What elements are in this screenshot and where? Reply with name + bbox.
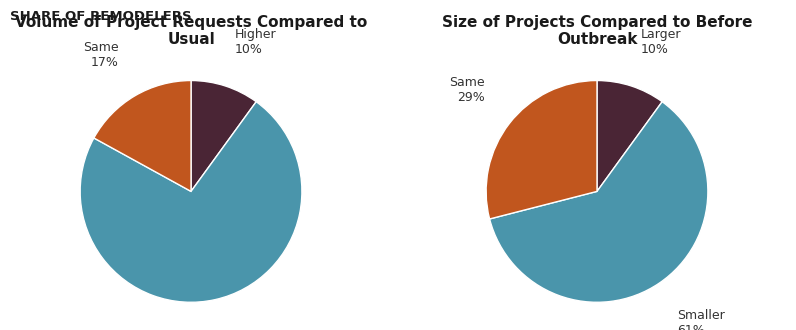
Wedge shape xyxy=(94,81,191,191)
Title: Size of Projects Compared to Before
Outbreak: Size of Projects Compared to Before Outb… xyxy=(442,15,752,48)
Wedge shape xyxy=(191,81,256,191)
Wedge shape xyxy=(490,102,708,302)
Wedge shape xyxy=(80,102,302,302)
Text: Same
17%: Same 17% xyxy=(83,41,119,69)
Wedge shape xyxy=(597,81,662,191)
Wedge shape xyxy=(486,81,597,219)
Text: Higher
10%: Higher 10% xyxy=(235,28,276,56)
Text: Smaller
61%: Smaller 61% xyxy=(677,309,724,330)
Text: Larger
10%: Larger 10% xyxy=(641,28,681,56)
Text: SHARE OF REMODELERS: SHARE OF REMODELERS xyxy=(10,10,192,23)
Text: Same
29%: Same 29% xyxy=(449,77,485,104)
Title: Volume of Project Requests Compared to
Usual: Volume of Project Requests Compared to U… xyxy=(15,15,367,48)
